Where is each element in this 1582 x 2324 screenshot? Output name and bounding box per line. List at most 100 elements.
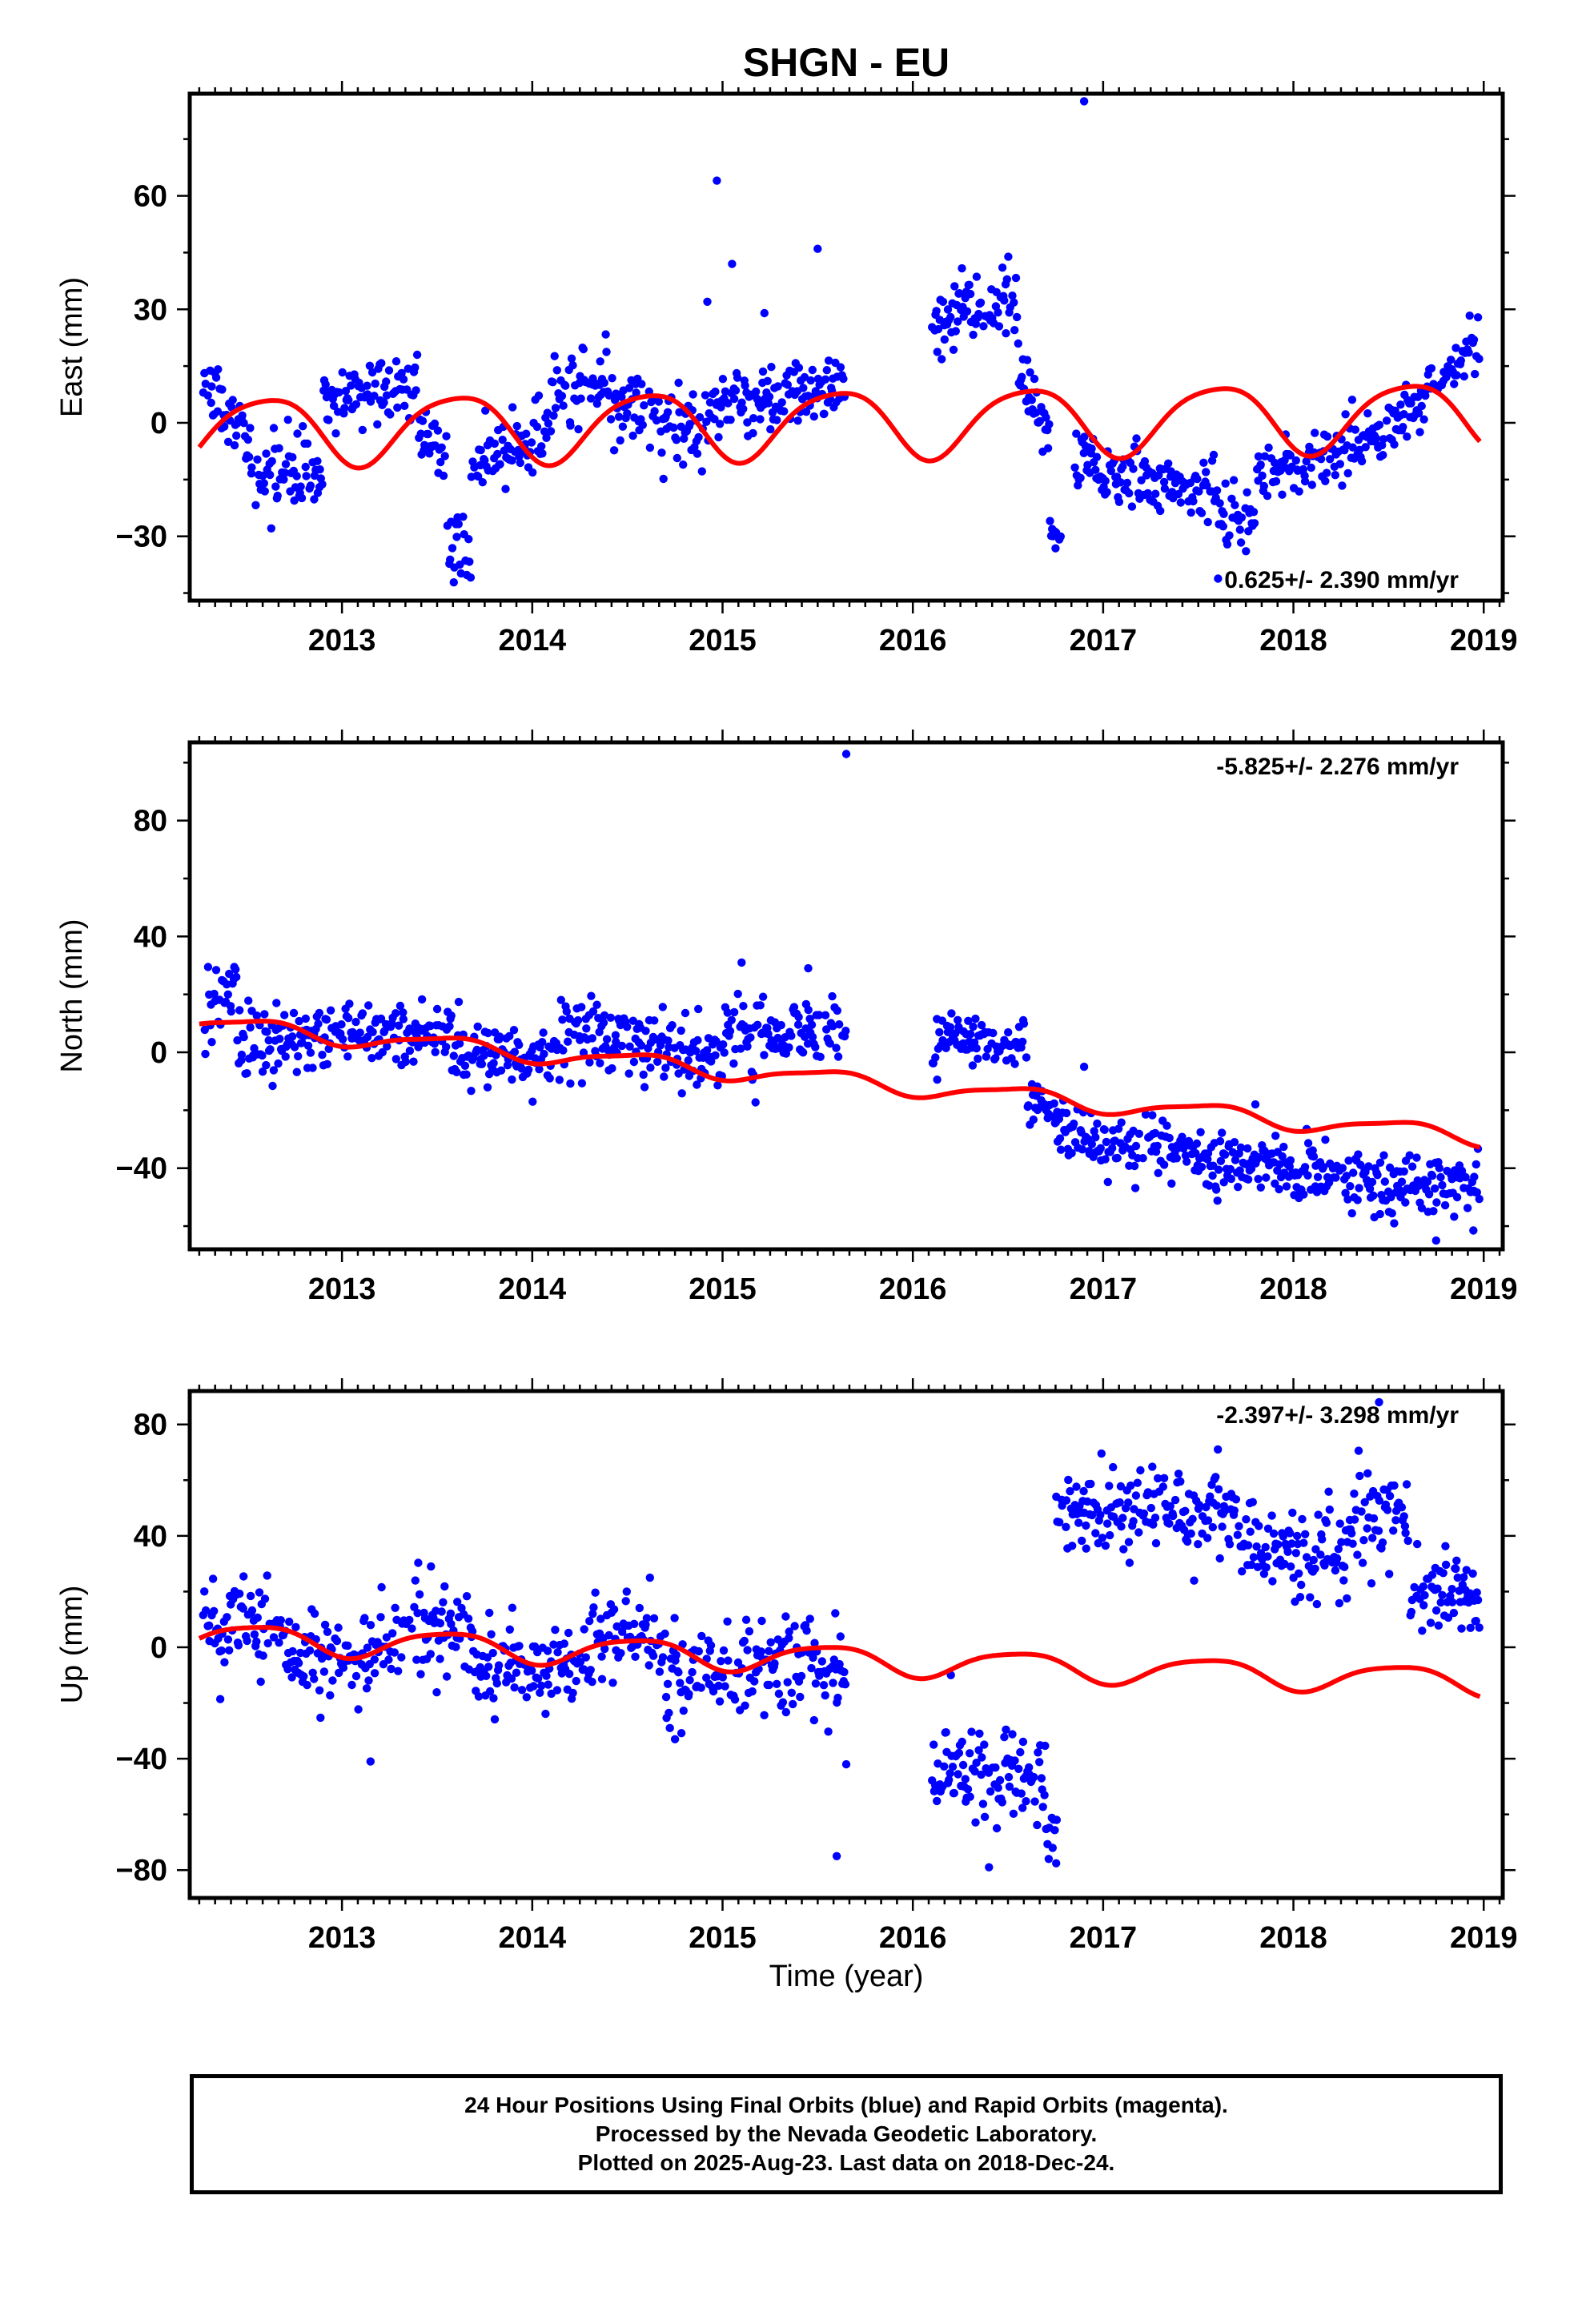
data-point (1218, 1128, 1227, 1137)
data-point (1055, 1518, 1064, 1527)
data-point (1249, 1553, 1259, 1562)
data-point (1130, 1161, 1139, 1171)
data-point (378, 1047, 387, 1057)
data-point (1319, 1163, 1328, 1172)
data-point (1004, 1027, 1013, 1037)
data-point (1344, 1156, 1353, 1165)
data-point (489, 1694, 498, 1703)
data-point (373, 420, 382, 429)
data-point (616, 1649, 625, 1658)
data-point (208, 1574, 218, 1583)
data-point (760, 308, 769, 318)
data-point (1378, 1538, 1387, 1547)
data-point (787, 1031, 796, 1040)
y-tick-label: −80 (116, 1854, 167, 1888)
data-point (400, 401, 409, 410)
data-point (1363, 1469, 1372, 1478)
data-point (231, 965, 240, 974)
data-point (1468, 1569, 1477, 1578)
data-point (1280, 456, 1289, 464)
data-point (794, 364, 804, 372)
data-point (780, 407, 789, 416)
data-point (994, 308, 1002, 317)
data-point (1153, 1141, 1162, 1151)
data-point (1306, 1593, 1315, 1602)
data-point (604, 1630, 613, 1640)
data-point (1119, 1545, 1128, 1554)
data-point (382, 377, 391, 386)
data-point (489, 1059, 498, 1068)
plot-frame (187, 1389, 1505, 1900)
data-point (650, 1016, 659, 1025)
data-point (1131, 1141, 1141, 1151)
data-point (1247, 1560, 1256, 1570)
data-point (260, 1010, 269, 1019)
data-point (524, 1065, 533, 1075)
data-point (1030, 374, 1039, 384)
data-point (291, 1622, 300, 1632)
data-point (1417, 401, 1426, 411)
data-point (1258, 471, 1267, 480)
data-point (1115, 1498, 1124, 1507)
data-point (260, 1594, 270, 1603)
data-point (995, 1775, 1005, 1785)
data-point (576, 394, 585, 403)
data-point (299, 422, 307, 431)
data-point (481, 406, 490, 415)
data-point (508, 403, 517, 412)
data-point (1335, 460, 1345, 468)
data-point (1303, 1139, 1313, 1148)
data-point (1050, 1099, 1058, 1108)
data-point (1263, 492, 1272, 501)
data-point (1364, 1162, 1373, 1171)
x-tick-label: 2014 (499, 1921, 567, 1955)
data-point (505, 1625, 514, 1634)
data-point (1002, 1725, 1010, 1734)
data-point (223, 1613, 231, 1622)
data-point (553, 1648, 562, 1657)
final-orbit-points (200, 750, 1484, 1245)
data-point (239, 419, 248, 428)
data-point (253, 1613, 262, 1622)
data-point (793, 416, 802, 425)
data-point (1221, 1150, 1230, 1160)
data-point (543, 1647, 552, 1655)
data-point (958, 1737, 966, 1747)
data-point (1055, 1134, 1065, 1143)
data-point (1407, 1162, 1417, 1171)
data-point (289, 1008, 299, 1018)
y-tick-label: −40 (116, 1152, 167, 1186)
data-point (1450, 380, 1459, 388)
data-point (1195, 1501, 1204, 1510)
data-point (785, 1634, 793, 1642)
data-point (295, 1016, 303, 1026)
data-point (1346, 1182, 1355, 1191)
data-point (1214, 1445, 1223, 1454)
data-point (1419, 1601, 1428, 1610)
data-point (263, 1638, 272, 1648)
data-point (1351, 425, 1360, 434)
data-point (478, 478, 487, 487)
data-point (600, 1011, 609, 1020)
data-point (1116, 478, 1125, 487)
data-point (1456, 356, 1466, 365)
data-point (741, 1615, 751, 1624)
data-point (724, 399, 733, 408)
data-point (1062, 1496, 1071, 1505)
data-point (211, 373, 221, 382)
data-point (1159, 477, 1169, 487)
data-point (414, 1558, 423, 1567)
data-point (449, 1051, 458, 1060)
data-point (391, 357, 401, 366)
data-point (685, 1690, 693, 1699)
data-point (201, 1606, 211, 1615)
data-point (972, 272, 982, 281)
data-point (645, 443, 655, 452)
data-point (625, 1042, 634, 1051)
data-point (1035, 1758, 1044, 1767)
data-point (1447, 356, 1456, 364)
data-point (1151, 489, 1160, 498)
data-point (701, 391, 710, 400)
data-point (1300, 1163, 1310, 1172)
data-point (1229, 476, 1239, 485)
